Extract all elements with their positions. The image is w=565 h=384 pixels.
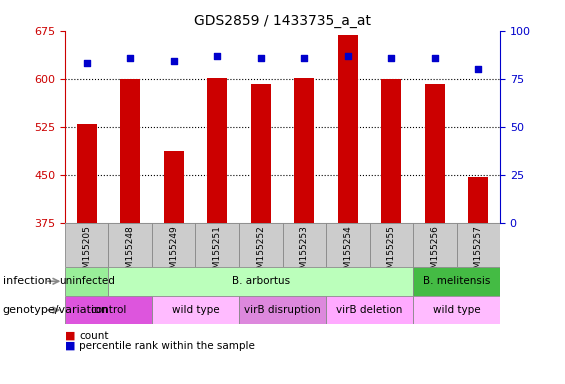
Text: uninfected: uninfected [59,276,115,286]
Bar [282,223,326,267]
Text: ■: ■ [65,331,76,341]
Bar [239,223,282,267]
Bar [381,79,401,223]
Text: virB disruption: virB disruption [244,305,321,315]
Bar [164,151,184,223]
Text: GSM155254: GSM155254 [344,225,352,280]
Title: GDS2859 / 1433735_a_at: GDS2859 / 1433735_a_at [194,14,371,28]
Bar [294,78,314,223]
Text: count: count [79,331,108,341]
Point [386,55,396,61]
Bar [65,223,108,267]
Text: GSM155253: GSM155253 [300,225,308,280]
Bar [65,267,108,296]
Bar [77,124,97,223]
Point [299,55,308,61]
Bar [120,79,140,223]
Bar [468,177,488,223]
Bar [326,296,413,324]
Text: infection: infection [3,276,51,286]
Bar [338,35,358,223]
Bar [207,78,227,223]
Point [431,55,440,61]
Text: GSM155252: GSM155252 [257,225,265,280]
Text: GSM155251: GSM155251 [213,225,221,280]
Bar [413,223,457,267]
Point [343,53,353,59]
Text: virB deletion: virB deletion [336,305,403,315]
Point [170,58,179,65]
Bar [195,223,239,267]
Text: control: control [90,305,127,315]
Bar [108,223,152,267]
Text: wild type: wild type [172,305,219,315]
Bar [152,223,195,267]
Text: percentile rank within the sample: percentile rank within the sample [79,341,255,351]
Text: B. melitensis: B. melitensis [423,276,490,286]
Point [126,55,135,61]
Bar [108,267,413,296]
Text: GSM155257: GSM155257 [474,225,483,280]
Point [257,55,266,61]
Text: B. arbortus: B. arbortus [232,276,290,286]
Text: GSM155249: GSM155249 [170,225,178,280]
Bar [239,296,326,324]
Bar [152,296,239,324]
Bar [413,267,500,296]
Bar [457,223,500,267]
Text: wild type: wild type [433,305,480,315]
Point [212,53,221,59]
Bar [413,296,500,324]
Text: ■: ■ [65,341,76,351]
Bar [326,223,370,267]
Bar [251,84,271,223]
Text: GSM155248: GSM155248 [126,225,134,280]
Text: GSM155256: GSM155256 [431,225,439,280]
Point [473,66,483,72]
Bar [370,223,413,267]
Text: genotype/variation: genotype/variation [3,305,109,315]
Text: GSM155255: GSM155255 [387,225,396,280]
Bar [65,296,152,324]
Bar [425,84,445,223]
Point [82,60,92,66]
Text: GSM155205: GSM155205 [82,225,91,280]
